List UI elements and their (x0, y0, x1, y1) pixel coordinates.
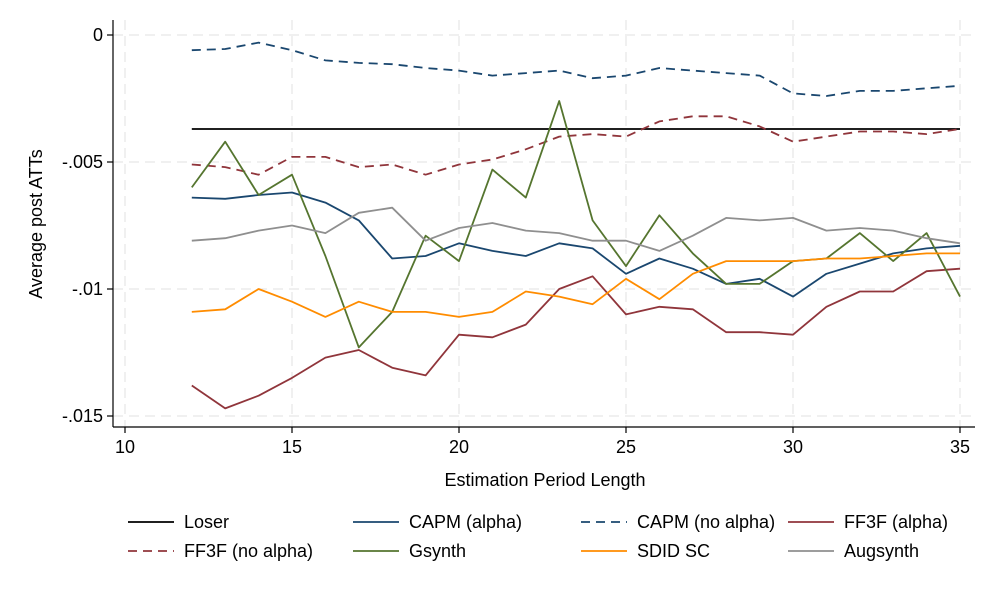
series-lines (191, 41, 961, 410)
x-axis-ticks: 10 15 20 25 30 35 (115, 427, 970, 457)
legend-item: Loser (128, 512, 229, 532)
legend-label: FF3F (no alpha) (184, 541, 313, 561)
gridlines (113, 20, 975, 427)
y-tick-label: -.005 (62, 152, 103, 172)
x-tick-label: 15 (282, 437, 302, 457)
series-line-augsynth (191, 206, 961, 252)
series-line-sdid-sc (191, 252, 960, 318)
x-tick-label: 30 (783, 437, 803, 457)
series-line-gsynth (191, 100, 961, 349)
legend-label: CAPM (alpha) (409, 512, 522, 532)
y-tick-label: -.015 (62, 406, 103, 426)
legend-item: CAPM (no alpha) (581, 512, 775, 532)
y-tick-label: 0 (93, 25, 103, 45)
y-axis-label: Average post ATTs (26, 149, 46, 298)
x-axis-label: Estimation Period Length (444, 470, 645, 490)
axes (112, 20, 975, 428)
legend-item: Augsynth (788, 541, 919, 561)
x-tick-label: 35 (950, 437, 970, 457)
legend-label: CAPM (no alpha) (637, 512, 775, 532)
series-line-capm-no-alpha (191, 41, 961, 97)
legend-item: FF3F (no alpha) (128, 541, 313, 561)
y-axis-ticks: 0 -.005 -.01 -.015 (62, 25, 113, 426)
x-tick-label: 20 (449, 437, 469, 457)
x-tick-label: 25 (616, 437, 636, 457)
legend-label: Loser (184, 512, 229, 532)
series-line-ff3f-alpha (191, 267, 961, 410)
series-line-capm-alpha (191, 191, 961, 298)
legend-label: FF3F (alpha) (844, 512, 948, 532)
legend: Loser CAPM (alpha) CAPM (no alpha) FF3F (al… (128, 512, 948, 561)
y-tick-label: -.01 (72, 279, 103, 299)
legend-item: SDID SC (581, 541, 710, 561)
legend-item: Gsynth (353, 541, 466, 561)
series-line-ff3f-no-alpha (191, 115, 961, 176)
legend-label: SDID SC (637, 541, 710, 561)
legend-label: Augsynth (844, 541, 919, 561)
legend-item: FF3F (alpha) (788, 512, 948, 532)
legend-label: Gsynth (409, 541, 466, 561)
legend-item: CAPM (alpha) (353, 512, 522, 532)
x-tick-label: 10 (115, 437, 135, 457)
